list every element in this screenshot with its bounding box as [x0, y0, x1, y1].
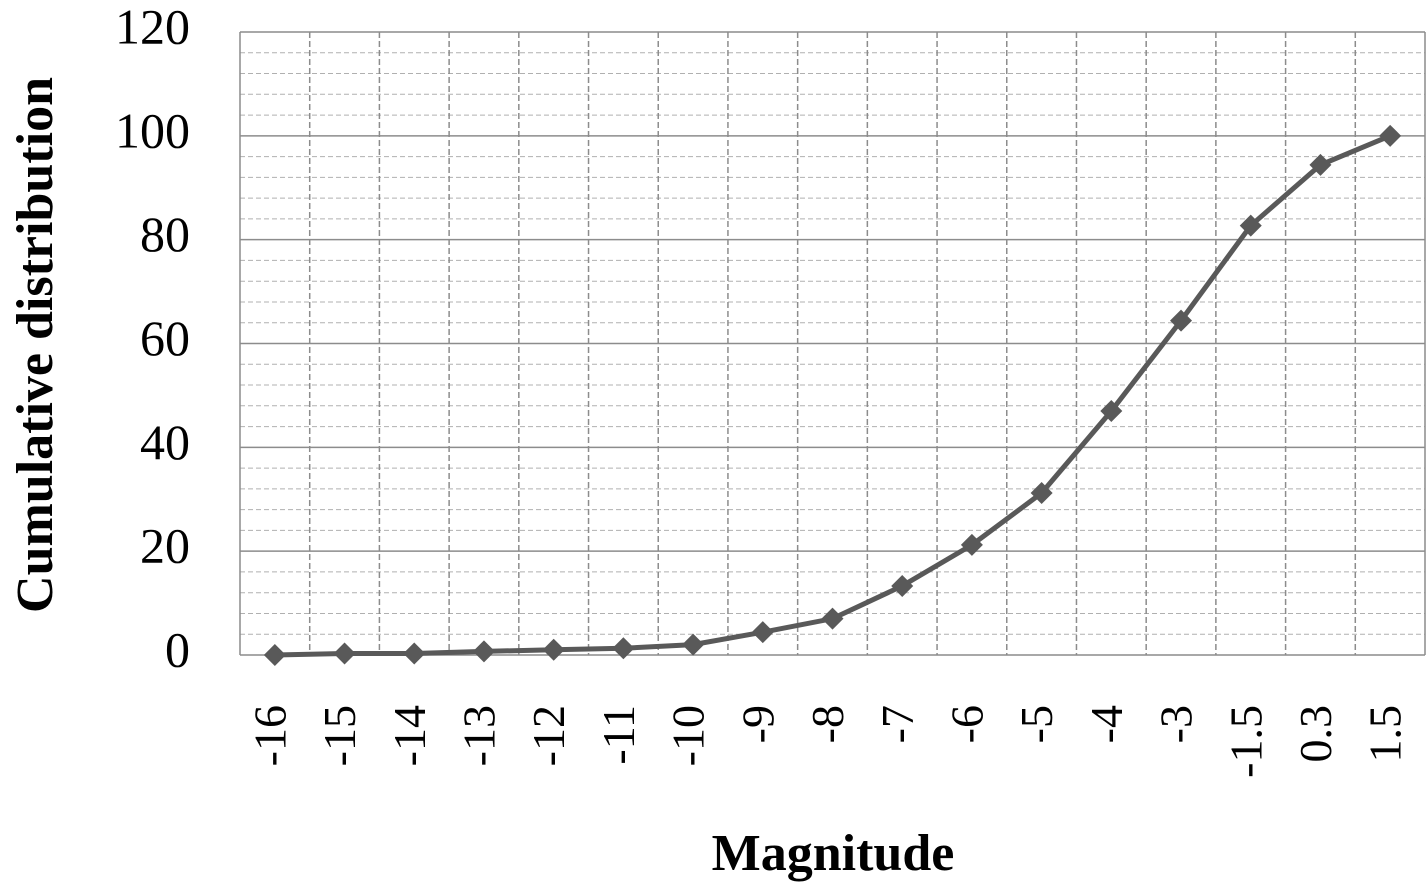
x-tick-label: 0.3	[1290, 705, 1341, 763]
y-tick-label: 60	[140, 310, 190, 366]
y-tick-label: 0	[165, 621, 190, 677]
y-tick-label: 120	[115, 0, 190, 54]
marker	[891, 574, 914, 597]
marker	[751, 621, 774, 644]
marker	[1030, 482, 1053, 505]
x-tick-label: 1.5	[1360, 705, 1411, 763]
marker	[821, 607, 844, 630]
x-tick-label: -1.5	[1220, 705, 1271, 778]
x-tick-label: -10	[663, 705, 714, 766]
y-axis-title: Cumulative distribution	[7, 77, 64, 613]
marker	[612, 637, 635, 660]
x-tick-label: -5	[1011, 705, 1062, 743]
marker	[263, 644, 286, 666]
marker	[960, 533, 983, 556]
marker	[403, 642, 426, 665]
y-tick-label: 100	[115, 102, 190, 158]
marker	[333, 642, 356, 665]
x-tick-label: -7	[872, 705, 923, 743]
x-axis-title: Magnitude	[712, 825, 955, 882]
x-tick-label: -3	[1151, 705, 1202, 743]
x-tick-label: -8	[802, 705, 853, 743]
y-tick-label: 40	[140, 414, 190, 470]
y-tick-label: 20	[140, 518, 190, 574]
x-tick-label: -12	[523, 705, 574, 766]
x-tick-label: -16	[244, 705, 295, 766]
marker	[1100, 399, 1123, 422]
x-tick-label: -6	[941, 705, 992, 743]
x-tick-label: -4	[1081, 705, 1132, 743]
x-tick-label: -9	[732, 705, 783, 743]
marker	[472, 640, 495, 663]
x-tick-label: -14	[384, 705, 435, 766]
marker	[1170, 309, 1193, 332]
marker	[1309, 153, 1332, 176]
line	[274, 133, 1392, 658]
marker	[1379, 124, 1402, 147]
x-tick-label: -13	[454, 705, 505, 766]
marker	[682, 633, 705, 656]
marker	[1239, 214, 1262, 237]
marker	[542, 638, 565, 661]
x-tick-label: -11	[593, 705, 644, 765]
y-tick-label: 80	[140, 206, 190, 262]
x-tick-label: -15	[314, 705, 365, 766]
